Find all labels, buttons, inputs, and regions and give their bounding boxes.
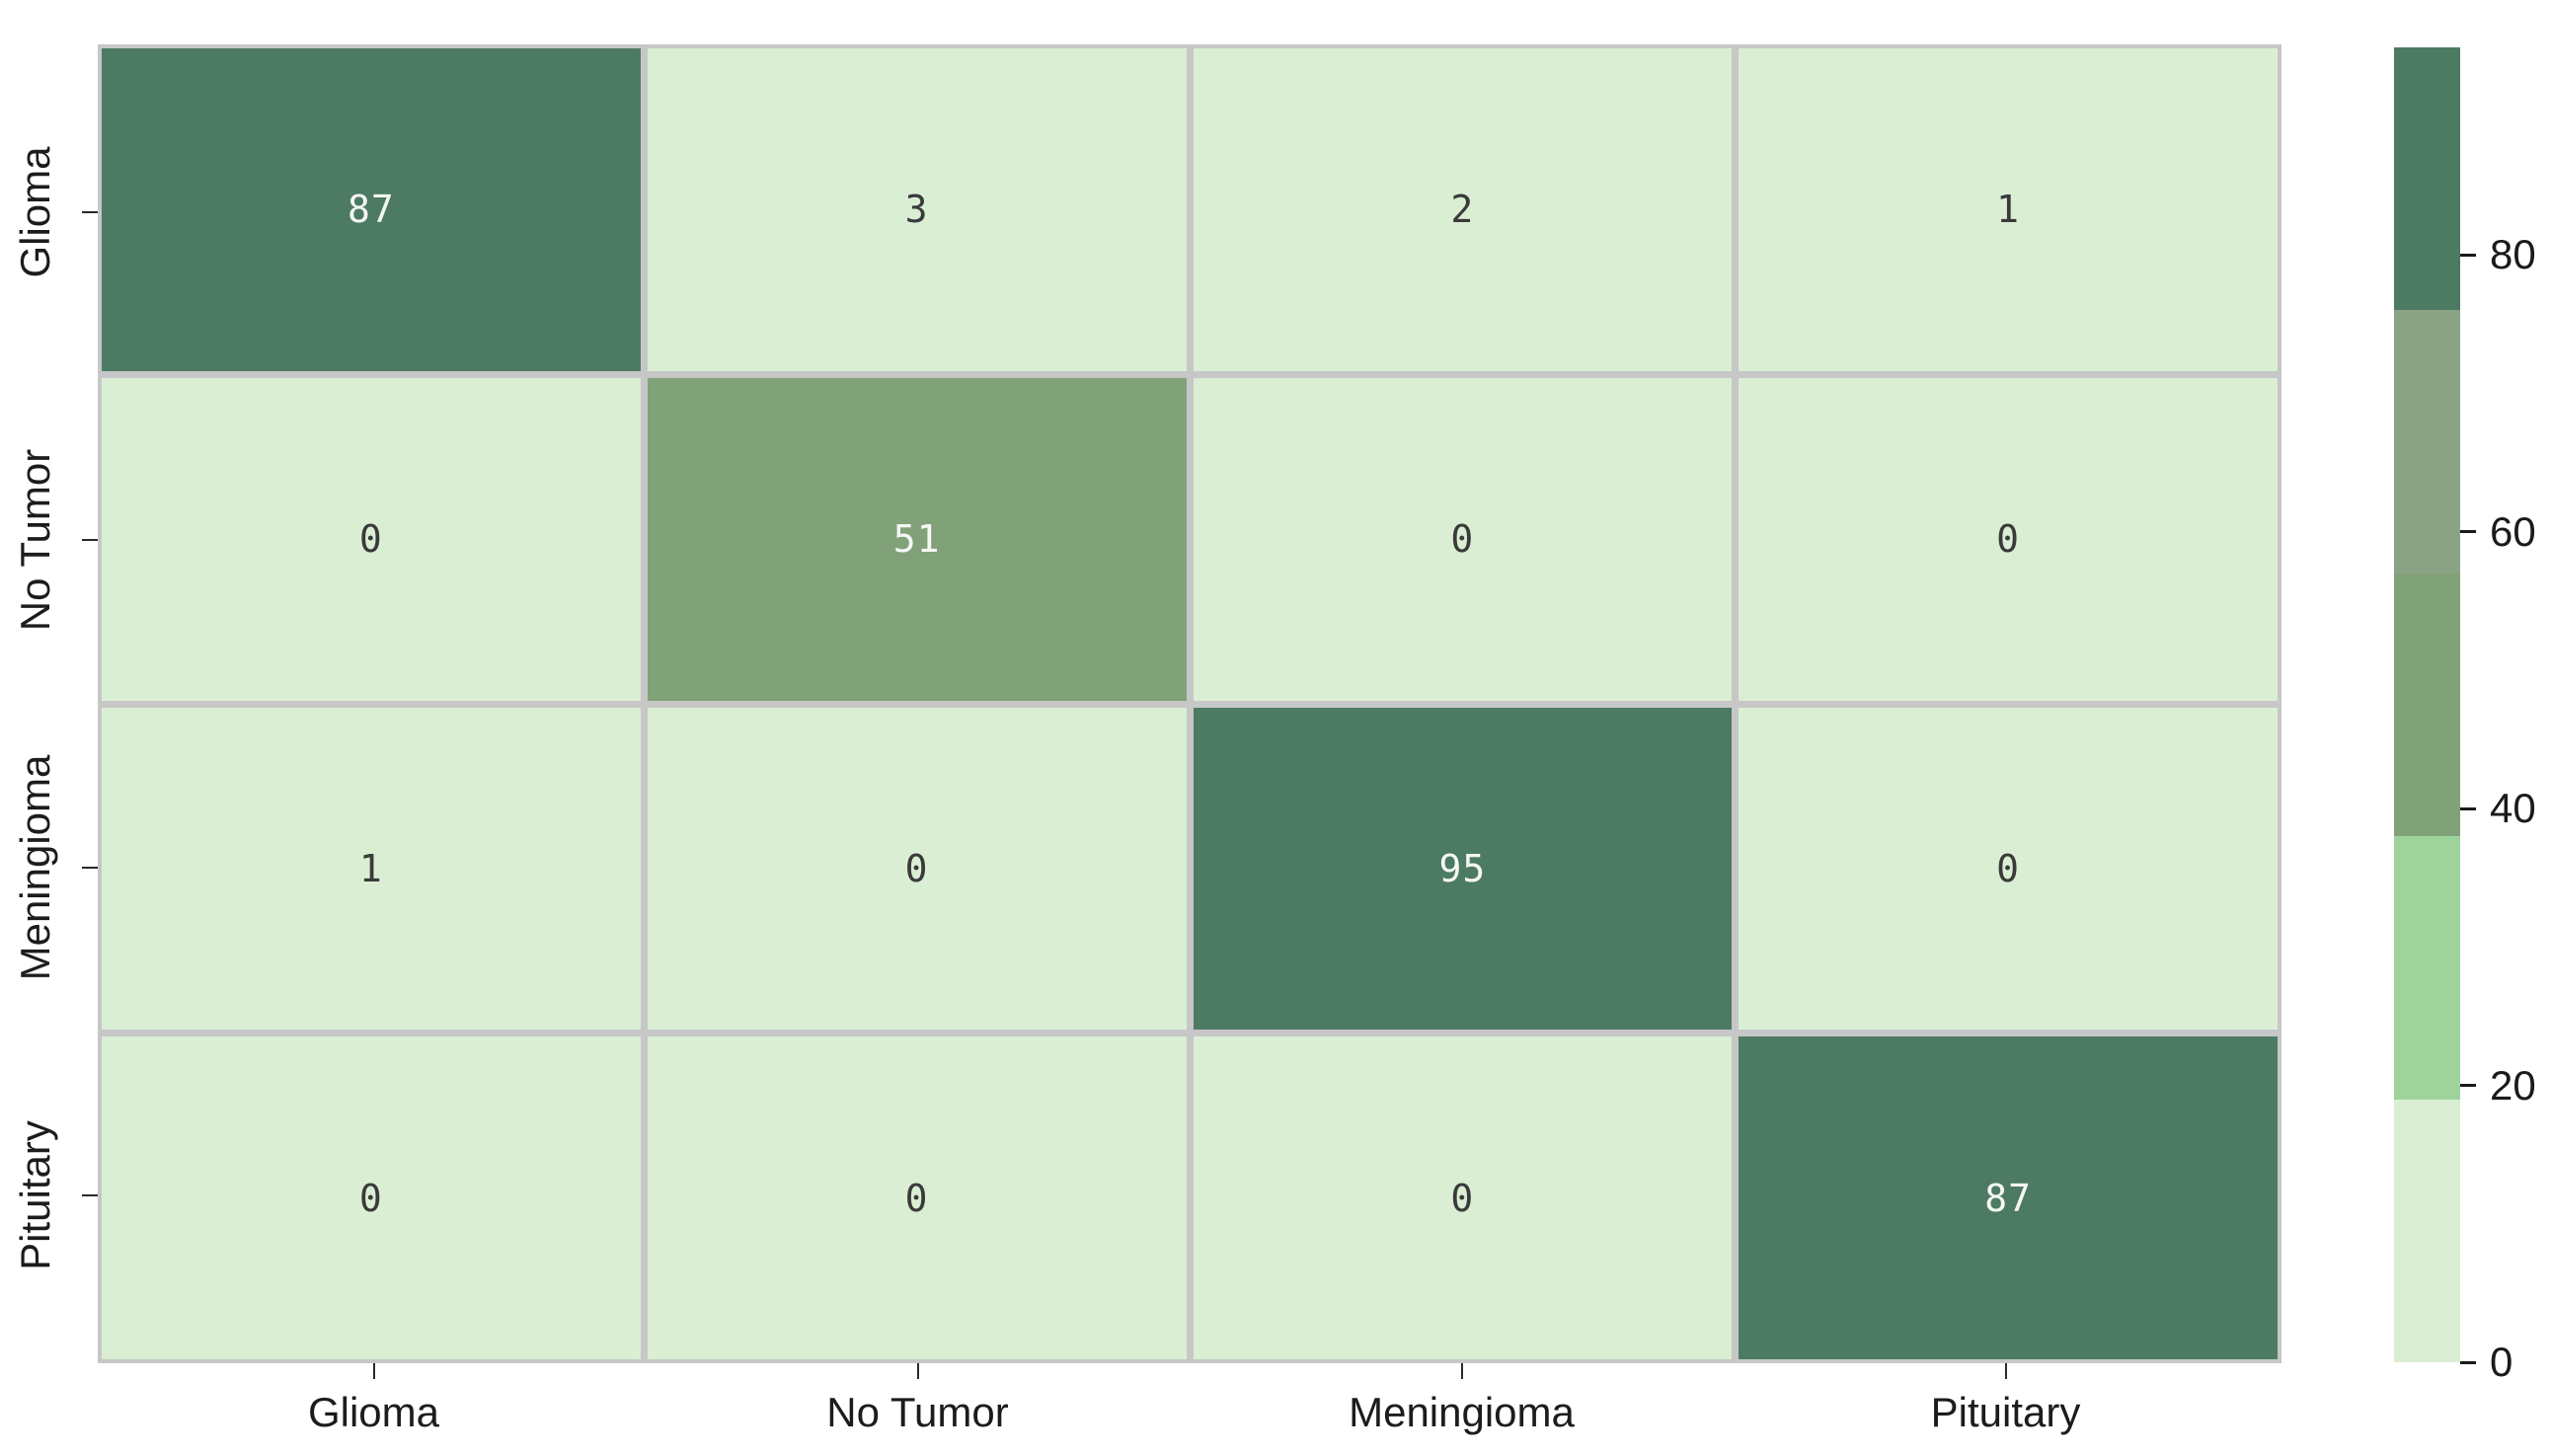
colorbar-band — [2394, 836, 2460, 1100]
cell-value: 1 — [358, 846, 383, 890]
cell-value: 1 — [1996, 188, 2021, 232]
heatmap-cell: 2 — [1193, 48, 1733, 371]
cell-value: 0 — [1996, 846, 2021, 890]
heatmap-cell: 0 — [647, 1036, 1187, 1359]
y-axis-tick-label: Glioma — [12, 146, 58, 278]
colorbar — [2394, 47, 2460, 1363]
colorbar-band — [2394, 573, 2460, 837]
heatmap-cell: 0 — [1739, 707, 2278, 1031]
cell-value: 0 — [1450, 517, 1475, 562]
x-axis-tick — [916, 1363, 919, 1379]
colorbar-tick — [2460, 253, 2476, 257]
cell-value: 0 — [358, 1176, 383, 1220]
y-axis-tick-label: Pituitary — [12, 1120, 58, 1270]
heatmap-cell: 1 — [102, 707, 641, 1031]
colorbar-band — [2394, 310, 2460, 574]
cell-value: 87 — [347, 188, 395, 232]
x-axis-tick — [2004, 1363, 2007, 1379]
colorbar-tick — [2460, 530, 2476, 534]
cell-value: 95 — [1438, 846, 1487, 890]
colorbar-tick-label: 60 — [2490, 507, 2536, 555]
heatmap-cell: 0 — [647, 707, 1187, 1031]
y-axis-tick — [82, 1194, 98, 1196]
y-axis-tick — [82, 539, 98, 541]
colorbar-tick-label: 40 — [2490, 785, 2536, 832]
y-axis-tick — [82, 867, 98, 869]
colorbar-tick — [2460, 806, 2476, 810]
cell-value: 2 — [1450, 188, 1475, 232]
y-axis-tick — [82, 211, 98, 213]
colorbar-tick-label: 20 — [2490, 1061, 2536, 1109]
heatmap-cell: 0 — [1739, 377, 2278, 701]
cell-value: 0 — [358, 517, 383, 562]
heatmap-cell: 87 — [102, 48, 641, 371]
x-axis-tick-label: Meningioma — [1349, 1389, 1575, 1435]
x-axis-tick-label: No Tumor — [826, 1389, 1009, 1435]
x-axis-tick — [372, 1363, 375, 1379]
heatmap-cell: 95 — [1193, 707, 1733, 1031]
x-axis-tick-label: Pituitary — [1930, 1389, 2081, 1435]
x-axis-tick — [1460, 1363, 1463, 1379]
y-axis-tick-label: Meningioma — [12, 754, 58, 981]
heatmap-cell: 1 — [1739, 48, 2278, 371]
cell-value: 0 — [1996, 517, 2021, 562]
colorbar-tick — [2460, 1084, 2476, 1088]
heatmap-cell: 3 — [647, 48, 1187, 371]
cell-value: 87 — [1984, 1176, 2032, 1220]
colorbar-band — [2394, 47, 2460, 311]
x-axis-tick-label: Glioma — [307, 1389, 440, 1435]
heatmap-cell: 51 — [647, 377, 1187, 701]
cell-value: 0 — [904, 1176, 929, 1220]
heatmap-cell: 0 — [102, 377, 641, 701]
colorbar-tick-label: 0 — [2490, 1339, 2513, 1385]
heatmap-cell: 0 — [1193, 377, 1733, 701]
heatmap-cell: 0 — [1193, 1036, 1733, 1359]
cell-value: 51 — [892, 517, 941, 562]
colorbar-tick-label: 80 — [2490, 231, 2536, 278]
y-axis-tick-label: No Tumor — [12, 448, 58, 632]
cell-value: 3 — [904, 188, 929, 232]
colorbar-band — [2394, 1099, 2460, 1363]
cell-value: 0 — [1450, 1176, 1475, 1220]
heatmap-cell: 87 — [1739, 1036, 2278, 1359]
heatmap-cell: 0 — [102, 1036, 641, 1359]
colorbar-tick — [2460, 1360, 2476, 1364]
cell-value: 0 — [904, 846, 929, 890]
heatmap-plot-area: 87 3 2 1 0 51 0 0 1 0 95 0 0 0 0 87 — [98, 44, 2281, 1363]
